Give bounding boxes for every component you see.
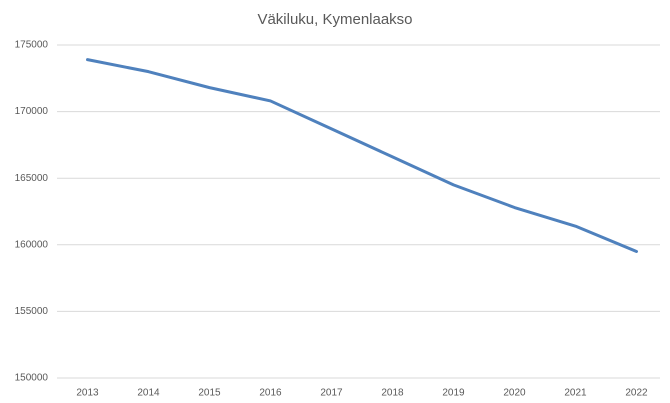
data-line — [86, 58, 638, 253]
x-tick-label: 2016 — [259, 388, 282, 399]
y-tick-label: 155000 — [15, 306, 49, 317]
x-tick-label: 2013 — [76, 388, 99, 399]
y-tick-label: 160000 — [15, 239, 49, 250]
x-tick-label: 2022 — [625, 388, 648, 399]
y-tick-label: 175000 — [15, 40, 49, 51]
x-tick-label: 2019 — [442, 388, 465, 399]
x-tick-label: 2021 — [564, 388, 587, 399]
y-tick-label: 150000 — [15, 373, 49, 384]
x-tick-label: 2018 — [381, 388, 404, 399]
x-tick-label: 2020 — [503, 388, 526, 399]
chart-title: Väkiluku, Kymenlaakso — [257, 11, 412, 28]
y-tick-label: 165000 — [15, 173, 49, 184]
x-tick-label: 2015 — [198, 388, 221, 399]
x-tick-label: 2014 — [137, 388, 160, 399]
x-tick-label: 2017 — [320, 388, 343, 399]
y-tick-label: 170000 — [15, 106, 49, 117]
